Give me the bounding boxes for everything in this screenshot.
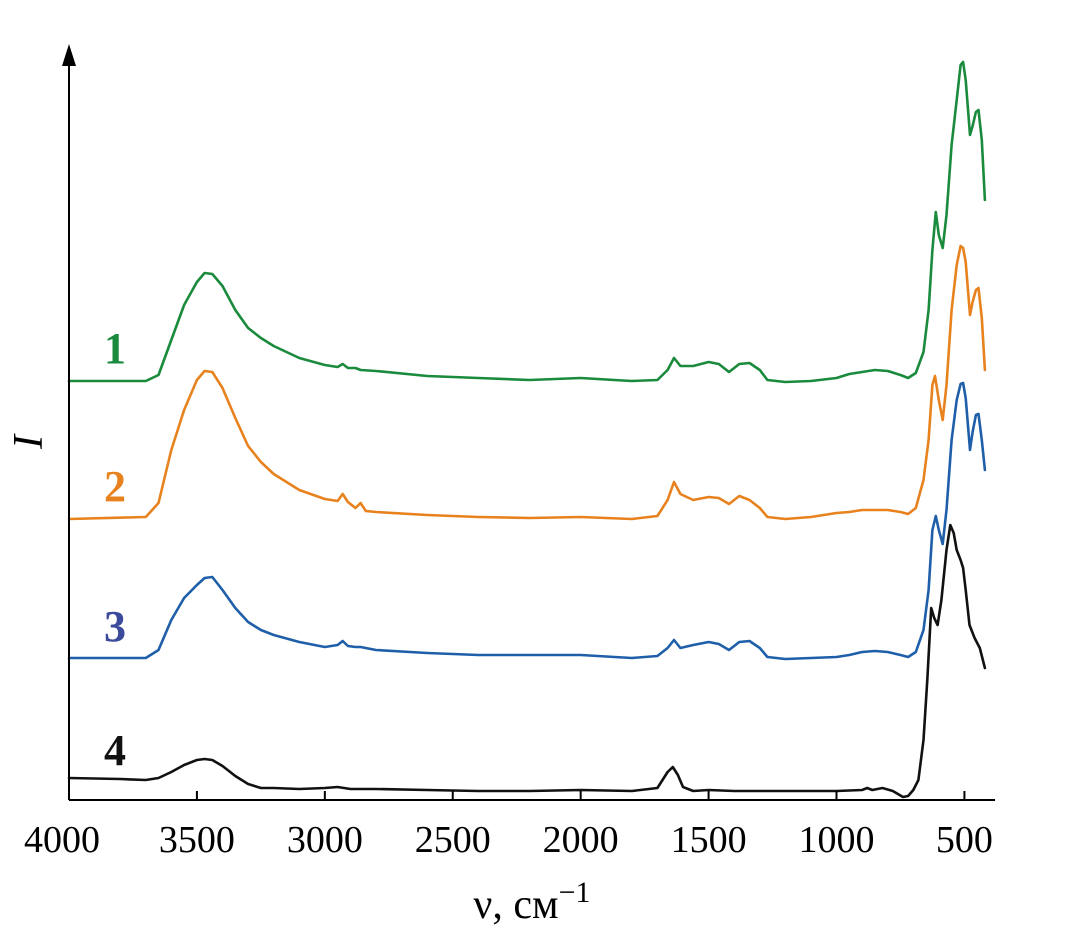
x-ticks-layer: 4000 3500 3000 2500 2000 1500 1000 500 [24,791,993,861]
series-line-3 [67,381,987,661]
y-axis-label: I [6,433,52,450]
series-labels-layer: 1 2 3 4 [104,324,126,775]
x-tick-label-1000: 1000 [799,819,875,861]
series-label-1: 1 [104,324,126,373]
series-label-3: 3 [104,602,126,651]
series-line-2 [67,244,987,521]
series-line-1 [67,60,987,384]
series-label-2: 2 [104,462,126,511]
x-tick-label-2000: 2000 [543,819,619,861]
series-line-4 [67,523,987,799]
series-layer [67,60,987,799]
x-tick-label-2500: 2500 [415,819,491,861]
series-label-4: 4 [104,726,126,775]
x-axis-label-text: ν, см [473,882,558,928]
x-tick-label-3500: 3500 [159,819,235,861]
x-tick-label-500: 500 [936,819,993,861]
x-axis-label-superscript: −1 [559,876,591,909]
y-axis-arrow [62,44,76,66]
axes-layer [62,44,995,801]
x-tick-label-4000: 4000 [24,819,100,861]
x-axis-label: ν, см−1 [473,876,590,928]
x-tick-label-1500: 1500 [671,819,747,861]
x-tick-label-3000: 3000 [287,819,363,861]
